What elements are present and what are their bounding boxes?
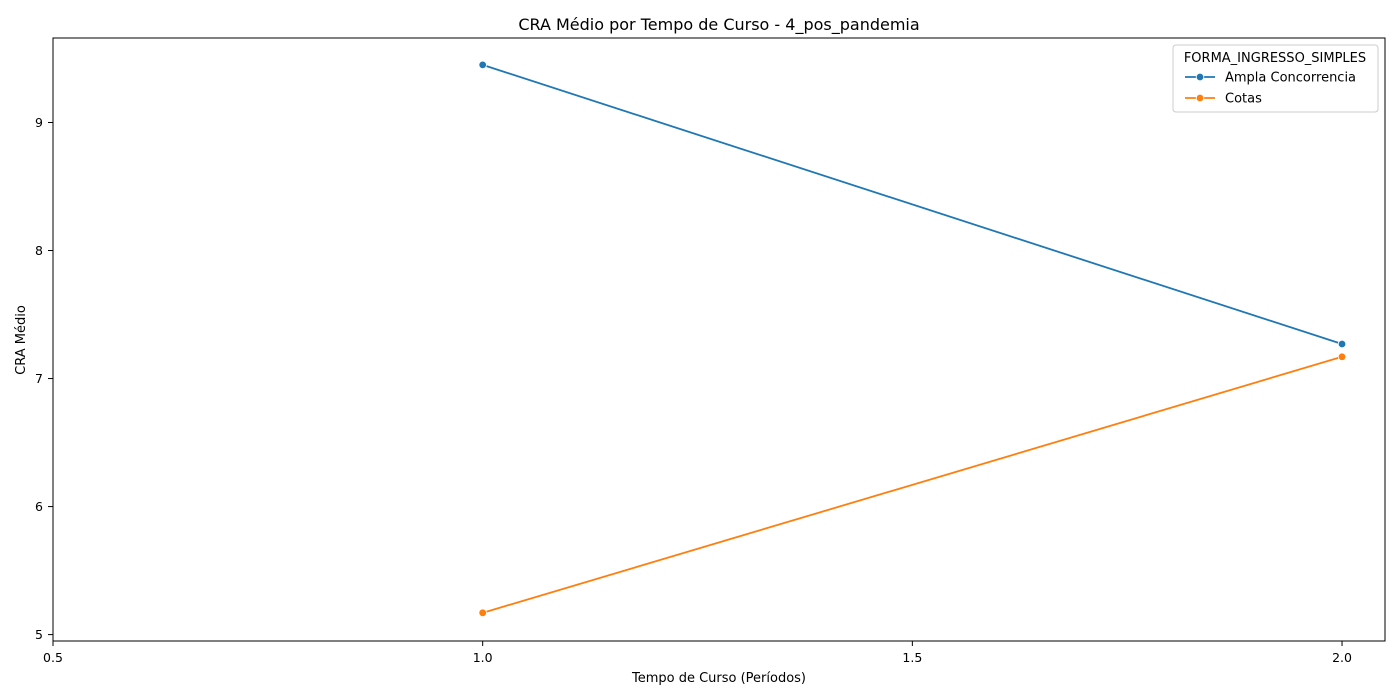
y-tick-label: 7: [35, 371, 43, 386]
x-tick-label: 2.0: [1332, 650, 1352, 665]
y-axis: 5 6 7 8 9: [35, 115, 53, 642]
legend-item-cotas: Cotas: [1185, 92, 1262, 107]
y-tick-label: 6: [35, 499, 43, 514]
series-line-ampla-concorrencia: [482, 64, 1343, 345]
legend-items: Ampla Concorrencia Cotas: [1185, 71, 1356, 107]
legend-marker: [1195, 72, 1205, 82]
legend-item-ampla-concorrencia: Ampla Concorrencia: [1185, 71, 1356, 86]
series-layer: [478, 60, 1347, 618]
x-tick-label: 1.0: [473, 650, 493, 665]
legend-label: Ampla Concorrencia: [1225, 71, 1356, 86]
legend-marker: [1195, 93, 1205, 103]
legend-box: [1172, 44, 1379, 113]
data-point-ampla-concorrencia: [1337, 339, 1347, 349]
x-tick-label: 0.5: [43, 650, 63, 665]
legend-label: Cotas: [1225, 92, 1262, 107]
chart-title: CRA Médio por Tempo de Curso - 4_pos_pan…: [518, 15, 919, 35]
data-point-ampla-concorrencia: [478, 60, 487, 70]
x-axis-title: Tempo de Curso (Períodos): [631, 671, 806, 686]
y-tick-label: 9: [35, 115, 43, 130]
legend: FORMA_INGRESSO_SIMPLES Ampla Concorrenci…: [1172, 44, 1379, 113]
data-point-cotas: [1337, 352, 1347, 361]
y-axis-title: CRA Médio: [14, 305, 29, 375]
x-axis: 0.5 1.0 1.5 2.0: [43, 641, 1352, 665]
data-point-cotas: [478, 608, 487, 618]
y-tick-label: 5: [35, 627, 43, 642]
legend-title: FORMA_INGRESSO_SIMPLES: [1184, 51, 1366, 66]
y-tick-label: 8: [35, 243, 43, 258]
x-tick-label: 1.5: [902, 650, 922, 665]
series-line-cotas: [482, 355, 1343, 614]
plot-frame: [52, 37, 1386, 642]
